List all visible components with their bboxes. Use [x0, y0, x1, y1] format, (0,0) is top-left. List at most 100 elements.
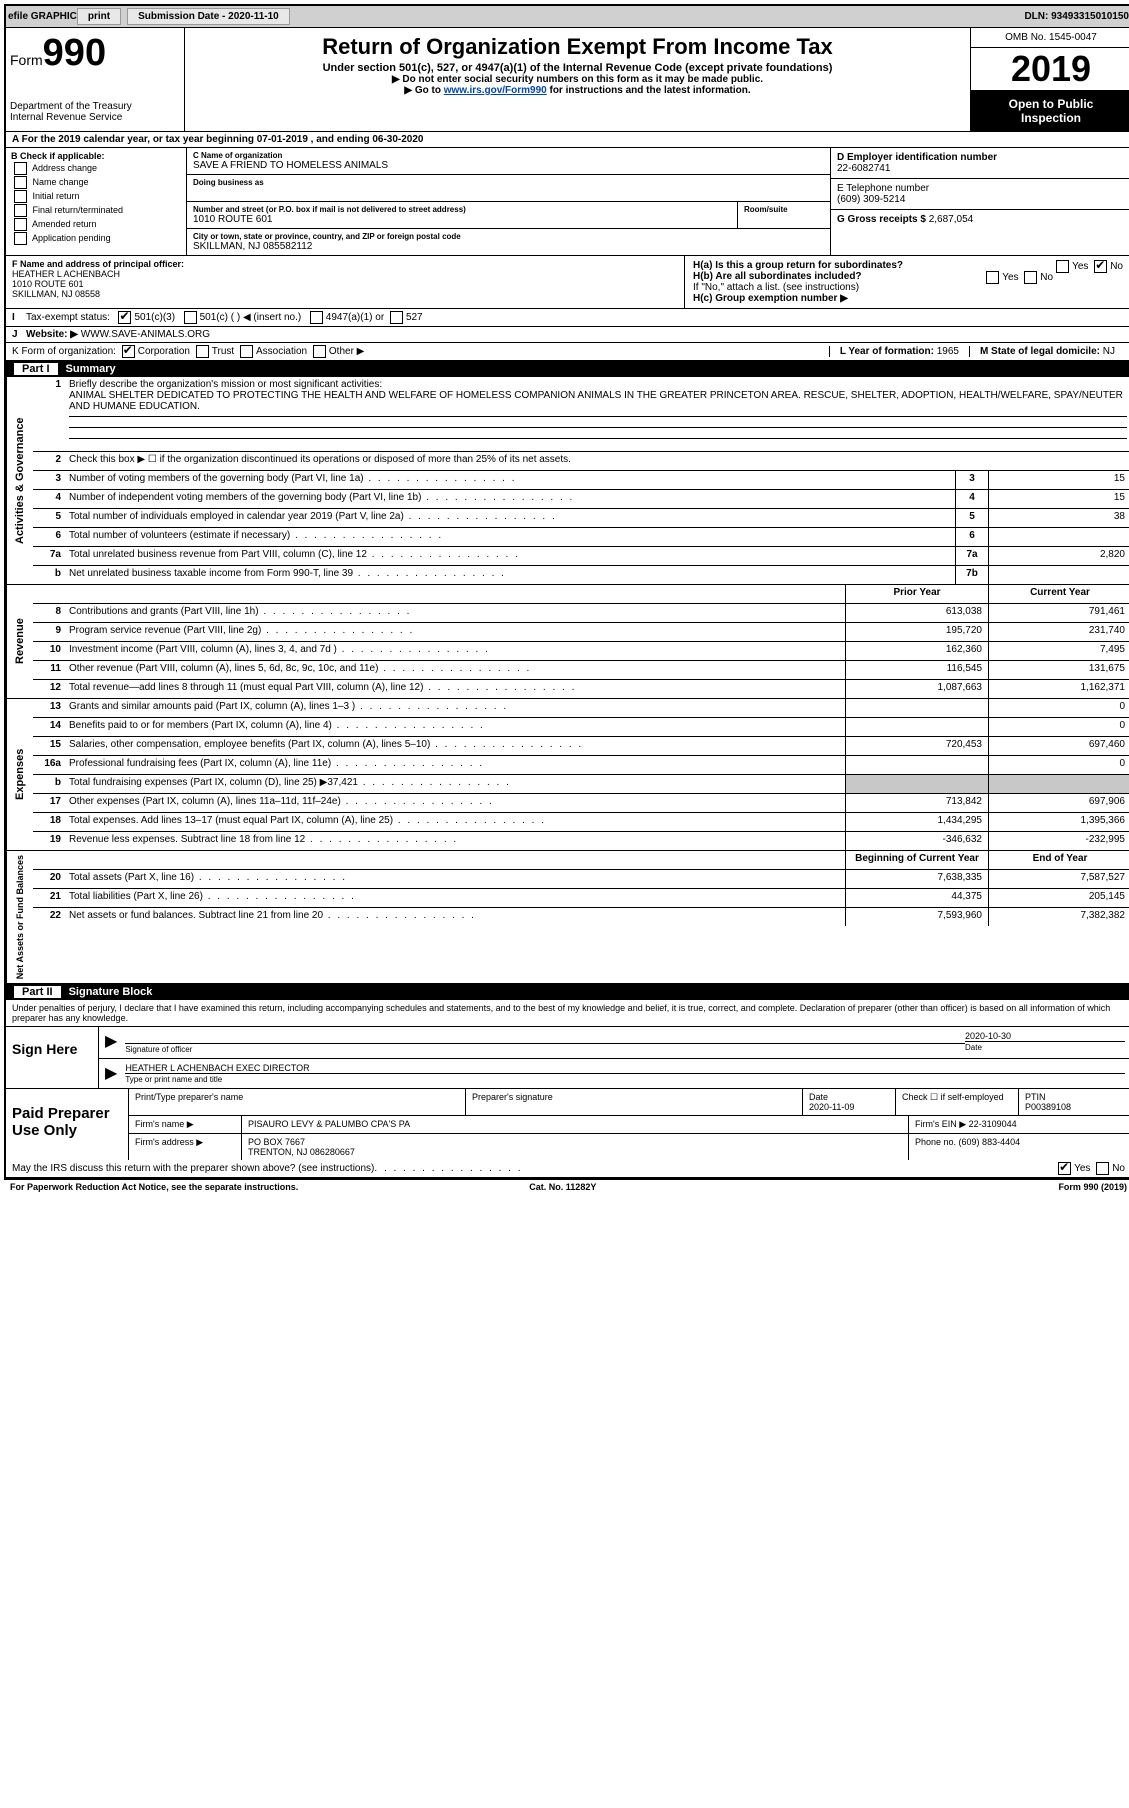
- cb-address-change[interactable]: Address change: [11, 162, 181, 175]
- prior-year-hdr: Prior Year: [845, 585, 988, 603]
- print-button[interactable]: print: [77, 8, 121, 25]
- col-deg: D Employer identification number 22-6082…: [830, 148, 1129, 255]
- c-addr: Number and street (or P.O. box if mail i…: [187, 202, 830, 229]
- f-officer: F Name and address of principal officer:…: [6, 256, 684, 308]
- cb-corp[interactable]: [122, 345, 135, 358]
- cb-527[interactable]: [390, 311, 403, 324]
- vtab-activities: Activities & Governance: [6, 377, 33, 584]
- h-a: H(a) Is this a group return for subordin…: [693, 260, 1123, 271]
- submission-date-button[interactable]: Submission Date - 2020-11-10: [127, 8, 290, 25]
- table-row: 11Other revenue (Part VIII, column (A), …: [33, 661, 1129, 680]
- vtab-revenue: Revenue: [6, 585, 33, 698]
- ptin: PTINP00389108: [1019, 1089, 1129, 1115]
- table-row: 3Number of voting members of the governi…: [33, 471, 1129, 490]
- form-title: Return of Organization Exempt From Incom…: [193, 34, 962, 60]
- firm-name: PISAURO LEVY & PALUMBO CPA'S PA: [242, 1116, 909, 1133]
- header-right: OMB No. 1545-0047 2019 Open to PublicIns…: [970, 28, 1129, 131]
- cb-other[interactable]: [313, 345, 326, 358]
- vtab-netassets: Net Assets or Fund Balances: [6, 851, 33, 983]
- efile-label: efile GRAPHIC: [8, 11, 77, 22]
- line-a: A For the 2019 calendar year, or tax yea…: [6, 132, 1129, 148]
- cb-4947[interactable]: [310, 311, 323, 324]
- part1-rev: Revenue Prior YearCurrent Year 8Contribu…: [6, 585, 1129, 699]
- part1-gov: Activities & Governance 1 Briefly descri…: [6, 377, 1129, 585]
- arrow-icon: ▶: [105, 1031, 117, 1054]
- table-row: 13Grants and similar amounts paid (Part …: [33, 699, 1129, 718]
- form-note1: ▶ Do not enter social security numbers o…: [193, 74, 962, 85]
- mission-text: ANIMAL SHELTER DEDICATED TO PROTECTING T…: [69, 390, 1123, 412]
- table-row: 18Total expenses. Add lines 13–17 (must …: [33, 813, 1129, 832]
- l-year: L Year of formation: 1965: [829, 346, 969, 357]
- part1-header: Part ISummary: [6, 361, 1129, 377]
- cb-501c3[interactable]: [118, 311, 131, 324]
- line-j: J Website: ▶ WWW.SAVE-ANIMALS.ORG: [6, 327, 1129, 343]
- tax-year: 2019: [971, 48, 1129, 91]
- line-klm: K Form of organization: Corporation Trus…: [6, 343, 1129, 361]
- table-row: 14Benefits paid to or for members (Part …: [33, 718, 1129, 737]
- c-city: City or town, state or province, country…: [187, 229, 830, 255]
- cb-initial-return[interactable]: Initial return: [11, 190, 181, 203]
- table-row: 15Salaries, other compensation, employee…: [33, 737, 1129, 756]
- signature-field[interactable]: Signature of officer: [125, 1031, 965, 1054]
- current-year-hdr: Current Year: [988, 585, 1129, 603]
- cb-trust[interactable]: [196, 345, 209, 358]
- part1-na: Net Assets or Fund Balances Beginning of…: [6, 851, 1129, 984]
- cb-amended-return[interactable]: Amended return: [11, 218, 181, 231]
- form-header: Form990 Department of the Treasury Inter…: [6, 28, 1129, 132]
- cb-final-return[interactable]: Final return/terminated: [11, 204, 181, 217]
- sign-here-label: Sign Here: [6, 1027, 99, 1088]
- cb-501c[interactable]: [184, 311, 197, 324]
- h-block: H(a) Is this a group return for subordin…: [684, 256, 1129, 308]
- paid-preparer-label: Paid Preparer Use Only: [6, 1089, 128, 1160]
- form-subtitle: Under section 501(c), 527, or 4947(a)(1)…: [193, 62, 962, 74]
- table-row: 8Contributions and grants (Part VIII, li…: [33, 604, 1129, 623]
- self-employed[interactable]: Check ☐ if self-employed: [896, 1089, 1019, 1115]
- h-c: H(c) Group exemption number ▶: [693, 293, 1123, 304]
- dept-treasury: Department of the Treasury: [10, 101, 180, 112]
- vtab-expenses: Expenses: [6, 699, 33, 850]
- preparer-name-hdr: Print/Type preparer's name: [129, 1089, 466, 1115]
- table-row: 20Total assets (Part X, line 16)7,638,33…: [33, 870, 1129, 889]
- firm-phone: Phone no. (609) 883-4404: [909, 1134, 1129, 1160]
- table-row: 21Total liabilities (Part X, line 26)44,…: [33, 889, 1129, 908]
- table-row: 19Revenue less expenses. Subtract line 1…: [33, 832, 1129, 850]
- firm-addr: PO BOX 7667TRENTON, NJ 086280667: [242, 1134, 909, 1160]
- table-row: 4Number of independent voting members of…: [33, 490, 1129, 509]
- f-h-block: F Name and address of principal officer:…: [6, 256, 1129, 309]
- cat-no: Cat. No. 11282Y: [529, 1182, 596, 1192]
- part1-exp: Expenses 13Grants and similar amounts pa…: [6, 699, 1129, 851]
- sign-here-block: Sign Here ▶ Signature of officer 2020-10…: [6, 1026, 1129, 1088]
- discuss-no[interactable]: [1096, 1162, 1109, 1175]
- paid-preparer-block: Paid Preparer Use Only Print/Type prepar…: [6, 1088, 1129, 1160]
- table-row: 12Total revenue—add lines 8 through 11 (…: [33, 680, 1129, 698]
- table-row: 9Program service revenue (Part VIII, lin…: [33, 623, 1129, 642]
- firm-name-lbl: Firm's name ▶: [129, 1116, 242, 1133]
- firm-addr-lbl: Firm's address ▶: [129, 1134, 242, 1160]
- table-row: 10Investment income (Part VIII, column (…: [33, 642, 1129, 661]
- cb-assoc[interactable]: [240, 345, 253, 358]
- k-label: K Form of organization:: [12, 346, 116, 357]
- table-row: 22Net assets or fund balances. Subtract …: [33, 908, 1129, 926]
- footer: For Paperwork Reduction Act Notice, see …: [4, 1180, 1129, 1194]
- topbar: efile GRAPHIC print Submission Date - 20…: [6, 6, 1129, 28]
- sig-intro: Under penalties of perjury, I declare th…: [6, 1000, 1129, 1026]
- g-gross: G Gross receipts $ 2,687,054: [831, 210, 1129, 229]
- paperwork-notice: For Paperwork Reduction Act Notice, see …: [10, 1182, 298, 1192]
- open-to-public: Open to PublicInspection: [971, 91, 1129, 131]
- h-b-note: If "No," attach a list. (see instruction…: [693, 282, 1123, 293]
- cb-application-pending[interactable]: Application pending: [11, 232, 181, 245]
- c-dba: Doing business as: [187, 175, 830, 202]
- table-row: bTotal fundraising expenses (Part IX, co…: [33, 775, 1129, 794]
- irs-link[interactable]: www.irs.gov/Form990: [444, 85, 547, 96]
- part2-header: Part IISignature Block: [6, 984, 1129, 1000]
- sig-date: 2020-10-30Date: [965, 1031, 1125, 1054]
- firm-ein: Firm's EIN ▶ 22-3109044: [909, 1116, 1129, 1133]
- table-row: 17Other expenses (Part IX, column (A), l…: [33, 794, 1129, 813]
- table-row: bNet unrelated business taxable income f…: [33, 566, 1129, 584]
- cb-name-change[interactable]: Name change: [11, 176, 181, 189]
- discuss-yes[interactable]: [1058, 1162, 1071, 1175]
- line-i: I Tax-exempt status: 501(c)(3) 501(c) ( …: [6, 309, 1129, 327]
- irs-label: Internal Revenue Service: [10, 112, 180, 123]
- dln: DLN: 93493315010150: [1024, 11, 1129, 22]
- website-link[interactable]: WWW.SAVE-ANIMALS.ORG: [81, 329, 210, 340]
